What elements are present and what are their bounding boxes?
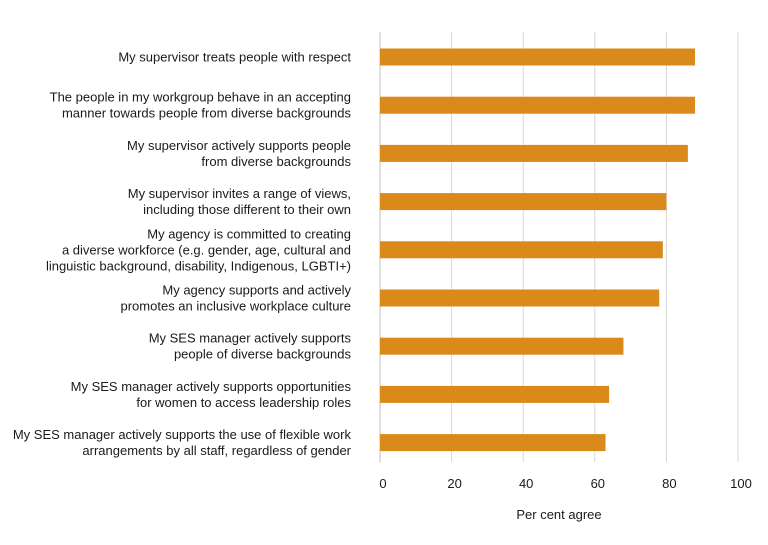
category-label-line: linguistic background, disability, Indig…	[46, 258, 351, 273]
category-label-line: My agency is committed to creating	[147, 226, 351, 241]
bar	[380, 48, 696, 66]
x-tick-labels: 0 20 40 60 80 100	[379, 476, 751, 491]
category-label-line: My SES manager actively supports opportu…	[71, 379, 352, 394]
x-tick-label: 40	[519, 476, 533, 491]
bar	[380, 241, 663, 259]
category-label-line: My supervisor treats people with respect	[118, 50, 351, 65]
category-label-line: My SES manager actively supports the use…	[13, 427, 352, 442]
x-tick-label: 80	[662, 476, 676, 491]
category-label: The people in my workgroup behave in an …	[50, 90, 352, 121]
bar	[380, 337, 624, 355]
category-label: My agency supports and actively promotes …	[121, 283, 352, 314]
category-label-line: My agency supports and actively	[162, 283, 351, 298]
category-label: My supervisor actively supports people fr…	[127, 138, 351, 169]
category-label: My SES manager actively supports people o…	[149, 331, 352, 362]
category-label: My supervisor invites a range of views, i…	[128, 186, 351, 217]
category-labels: My supervisor treats people with respect…	[13, 50, 352, 459]
x-axis-title: Per cent agree	[516, 507, 601, 522]
category-label-line: My SES manager actively supports	[149, 331, 352, 346]
x-tick-label: 20	[447, 476, 461, 491]
category-label-line: people of diverse backgrounds	[174, 347, 352, 362]
category-label: My SES manager actively supports opportu…	[71, 379, 352, 410]
x-tick-label: 60	[591, 476, 605, 491]
bars	[380, 48, 696, 452]
category-label-line: The people in my workgroup behave in an …	[50, 90, 351, 105]
category-label-line: promotes an inclusive workplace culture	[121, 299, 352, 314]
category-label-line: My supervisor actively supports people	[127, 138, 351, 153]
category-label-line: arrangements by all staff, regardless of…	[82, 443, 351, 458]
bar	[380, 96, 696, 114]
bar	[380, 193, 667, 211]
x-tick-label: 100	[730, 476, 752, 491]
bar	[380, 289, 660, 307]
category-label-line: manner towards people from diverse backg…	[62, 106, 352, 121]
category-label: My supervisor treats people with respect	[118, 50, 351, 65]
bar	[380, 385, 610, 403]
bar	[380, 434, 606, 452]
bar	[380, 144, 688, 162]
category-label-line: a diverse workforce (e.g. gender, age, c…	[62, 242, 351, 257]
category-label-line: including those different to their own	[143, 202, 351, 217]
category-label: My SES manager actively supports the use…	[13, 427, 352, 458]
category-label-line: for women to access leadership roles	[136, 395, 351, 410]
x-tick-label: 0	[379, 476, 386, 491]
category-label-line: from diverse backgrounds	[201, 154, 351, 169]
category-label: My agency is committed to creating a dive…	[46, 226, 351, 273]
category-label-line: My supervisor invites a range of views,	[128, 186, 351, 201]
